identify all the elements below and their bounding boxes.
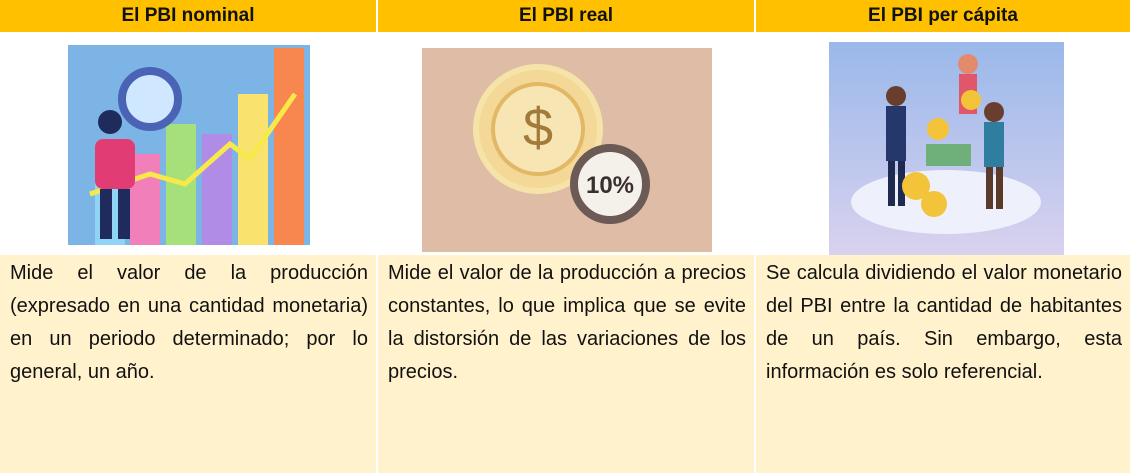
- header-cell: El PBI real: [378, 0, 756, 34]
- text-cell: Mide el valor de la producción a precios…: [378, 255, 756, 473]
- illustration: [829, 42, 1064, 255]
- illustration: [68, 45, 310, 245]
- image-cell: $ 10%: [378, 34, 756, 255]
- header-cell: El PBI nominal: [0, 0, 378, 34]
- text-cell: Mide el valor de la producción (expresad…: [0, 255, 378, 473]
- image-label: 10%: [586, 172, 634, 199]
- header-cell: El PBI per cápita: [756, 0, 1132, 34]
- coin-symbol: $: [523, 98, 553, 158]
- text-cell: Se calcula dividiendo el valor monetario…: [756, 255, 1132, 473]
- illustration: $ 10%: [422, 48, 712, 252]
- image-cell: [756, 34, 1132, 255]
- image-cell: [0, 34, 378, 255]
